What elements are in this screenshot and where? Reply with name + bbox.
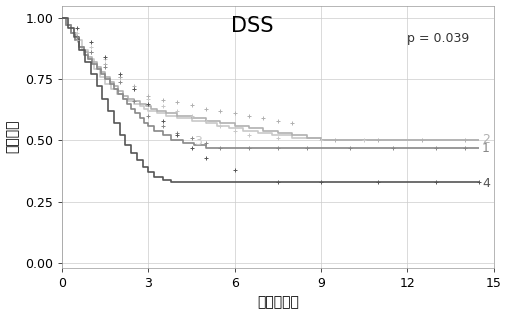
Text: DSS: DSS bbox=[231, 16, 273, 36]
Text: 2: 2 bbox=[482, 133, 490, 146]
Text: 4: 4 bbox=[482, 177, 490, 190]
X-axis label: 时间（年）: 时间（年） bbox=[257, 295, 299, 309]
Text: p = 0.039: p = 0.039 bbox=[407, 32, 469, 45]
Text: 1: 1 bbox=[482, 142, 490, 156]
Text: 3: 3 bbox=[194, 135, 202, 148]
Y-axis label: 生存概率: 生存概率 bbox=[6, 120, 20, 153]
